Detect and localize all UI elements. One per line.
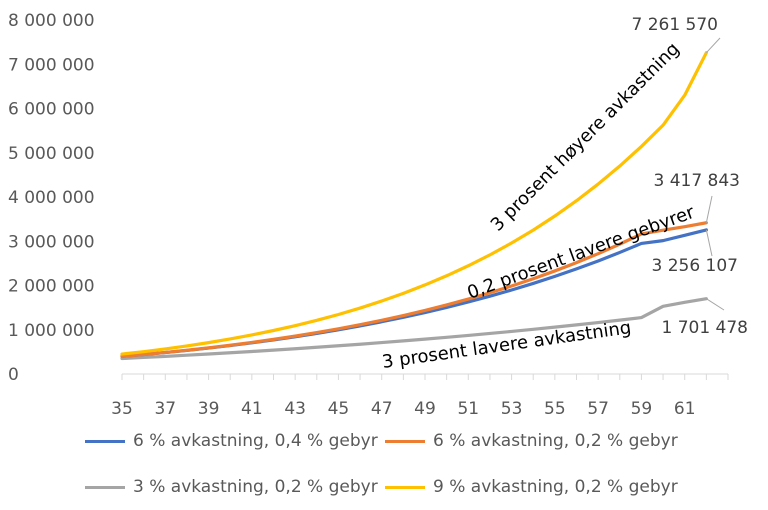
y-tick-label: 1 000 000 — [8, 321, 95, 341]
legend-item-series-1: 6 % avkastning, 0,4 % gebyr — [85, 431, 378, 451]
y-axis-labels: 0 1 000 000 2 000 000 3 000 000 4 000 000 5 0… — [8, 11, 95, 385]
x-tick-label: 49 — [414, 399, 436, 419]
y-tick-label: 0 — [8, 365, 19, 385]
data-label-leader — [705, 229, 713, 257]
legend-label: 6 % avkastning, 0,4 % gebyr — [133, 431, 378, 451]
y-tick-label: 7 000 000 — [8, 55, 95, 75]
data-label: 7 261 570 — [631, 15, 718, 35]
legend-swatch-blue — [85, 439, 125, 443]
x-tick-label: 39 — [198, 399, 220, 419]
x-tick-label: 43 — [284, 399, 306, 419]
annotation-lower-return: 3 prosent lavere avkastning — [381, 317, 633, 373]
x-tick-label: 59 — [631, 399, 653, 419]
series-line-2 — [120, 221, 708, 358]
line-chart: 0 1 000 000 2 000 000 3 000 000 4 000 000 5 0… — [8, 11, 748, 419]
legend-swatch-gray — [85, 485, 125, 489]
data-label: 3 417 843 — [653, 171, 740, 191]
legend-swatch-orange — [385, 439, 425, 443]
series-line-3 — [120, 297, 708, 361]
annotation-higher-return: 3 prosent høyere avkastning — [487, 38, 684, 235]
x-tick-label: 41 — [241, 399, 263, 419]
legend-item-series-2: 6 % avkastning, 0,2 % gebyr — [385, 431, 678, 451]
data-label-leaders — [705, 37, 725, 311]
x-tick-label: 55 — [544, 399, 566, 419]
x-tick-label: 35 — [111, 399, 133, 419]
y-tick-label: 6 000 000 — [8, 100, 95, 120]
data-labels: 7 261 570 3 417 843 3 256 107 1 701 478 — [631, 15, 748, 338]
series-lines — [120, 51, 708, 361]
x-tick-label: 45 — [328, 399, 350, 419]
legend-swatch-yellow — [385, 485, 425, 489]
x-axis: 35 37 39 41 43 45 47 49 51 53 55 57 59 61 — [111, 373, 729, 419]
data-label-leader — [705, 37, 721, 54]
data-label-leader — [706, 298, 725, 311]
legend-label: 6 % avkastning, 0,2 % gebyr — [433, 431, 678, 451]
series-line-4 — [120, 51, 708, 356]
x-tick-label: 51 — [457, 399, 479, 419]
data-label-leader — [705, 195, 713, 223]
x-tick-label: 37 — [154, 399, 176, 419]
legend-item-series-3: 3 % avkastning, 0,2 % gebyr — [85, 477, 378, 497]
legend-label: 9 % avkastning, 0,2 % gebyr — [433, 477, 678, 497]
legend-label: 3 % avkastning, 0,2 % gebyr — [133, 477, 378, 497]
x-tick-label: 61 — [674, 399, 696, 419]
x-tick-label: 53 — [501, 399, 523, 419]
y-tick-label: 3 000 000 — [8, 232, 95, 252]
data-label: 3 256 107 — [651, 256, 738, 276]
legend-item-series-4: 9 % avkastning, 0,2 % gebyr — [385, 477, 678, 497]
y-tick-label: 8 000 000 — [8, 11, 95, 31]
x-tick-label: 47 — [371, 399, 393, 419]
data-label: 1 701 478 — [661, 318, 748, 338]
y-tick-label: 2 000 000 — [8, 277, 95, 297]
y-tick-label: 5 000 000 — [8, 144, 95, 164]
y-tick-label: 4 000 000 — [8, 188, 95, 208]
x-tick-label: 57 — [587, 399, 609, 419]
